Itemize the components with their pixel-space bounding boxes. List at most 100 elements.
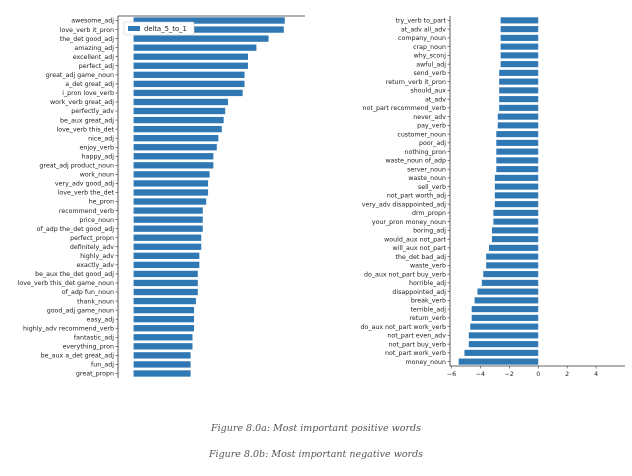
bar <box>133 107 226 115</box>
bar <box>500 34 539 41</box>
bar <box>133 44 257 51</box>
bar <box>468 332 539 339</box>
bar <box>133 361 191 368</box>
y-tick-label: never_adv <box>413 114 446 121</box>
bar <box>133 198 207 205</box>
bar <box>500 17 539 24</box>
y-tick-label: very_adv disappointed_adj <box>362 201 446 208</box>
y-tick-label: drm_propn <box>412 210 446 217</box>
bar <box>133 162 214 169</box>
y-tick-label: company_noun <box>398 35 446 42</box>
bar <box>481 279 539 286</box>
bar <box>499 96 539 103</box>
y-tick-label: your_pron money_noun <box>372 219 446 226</box>
bar <box>500 43 539 50</box>
y-tick-label: love_verb it_pron <box>60 27 114 34</box>
y-tick-label: not_part worth_adj <box>387 193 446 200</box>
y-tick-label: i_pron love_verb <box>62 90 114 97</box>
figure-caption-negative: Figure 8.0b: Most important negative wor… <box>208 449 424 460</box>
y-tick-label: at_adv all_adv <box>401 26 446 33</box>
bar <box>133 35 269 42</box>
positive-words-chart: awesome_adj love_verb it_pron the_det good… <box>18 15 305 378</box>
y-tick-label: nice_adj <box>88 135 114 142</box>
y-tick-label: waste_noun <box>408 175 446 182</box>
figure-caption-positive: Figure 8.0a: Most important positive wor… <box>211 423 421 434</box>
y-tick-label: work_noun <box>80 172 114 179</box>
bar <box>499 69 539 76</box>
bar <box>133 180 209 187</box>
y-tick-label: a_det great_adj <box>65 81 114 88</box>
bar <box>133 189 209 196</box>
x-tick-label: −6 <box>447 371 456 378</box>
legend-swatch <box>128 26 140 31</box>
bar <box>499 78 539 85</box>
y-tick-label: of_adp fun_noun <box>62 289 114 296</box>
bar <box>133 343 193 350</box>
y-tick-label: would_aux not_part <box>384 236 446 243</box>
bar <box>493 209 539 216</box>
y-tick-label: thank_noun <box>77 298 114 305</box>
bar <box>496 157 539 164</box>
y-tick-label: waste_noun of_adp <box>385 158 446 165</box>
y-tick-label: do_aux not_part work_verb <box>360 324 446 331</box>
legend-label: delta_5_to_1 <box>144 25 187 33</box>
y-tick-label: nothing_pron <box>405 149 446 156</box>
bar <box>483 271 539 278</box>
y-tick-label: everything_pron <box>63 344 114 351</box>
bar <box>133 252 200 259</box>
y-tick-label: exactly_adv <box>77 262 115 269</box>
bar <box>491 236 539 243</box>
y-tick-label: recommend_verb <box>59 208 114 215</box>
bar <box>496 166 539 173</box>
bar <box>500 52 539 59</box>
y-tick-label: return_verb <box>409 315 446 322</box>
y-tick-label: excellent_adj <box>73 54 115 61</box>
bar <box>499 104 539 111</box>
y-tick-label: at_adv <box>425 96 446 103</box>
bar <box>133 370 191 377</box>
y-tick-label: will_aux not_part <box>393 245 447 252</box>
bar <box>133 171 210 178</box>
y-tick-label: be_aux the_det good_adj <box>35 271 114 278</box>
bar <box>133 325 195 332</box>
bar <box>496 139 539 146</box>
y-tick-label: love_verb the_det <box>58 190 115 197</box>
y-tick-label: try_verb to_part <box>395 18 446 25</box>
y-tick-label: highly_adv recommend_verb <box>23 325 114 332</box>
bar <box>133 216 203 223</box>
bar <box>133 89 243 97</box>
bar <box>499 87 539 94</box>
bar <box>133 62 248 69</box>
y-tick-label: highly_adv <box>80 253 114 260</box>
bar <box>133 234 202 241</box>
bar <box>133 334 193 341</box>
y-tick-label: break_verb <box>411 298 446 305</box>
y-tick-label: perfect_propn <box>70 235 114 242</box>
bar <box>493 218 539 225</box>
bar <box>486 253 539 260</box>
bar <box>496 148 539 155</box>
y-tick-label: great_adj product_noun <box>39 163 114 170</box>
y-tick-label: money_noun <box>405 359 446 366</box>
bar <box>491 227 539 234</box>
y-tick-label: sell_verb <box>418 184 446 191</box>
bar <box>133 261 200 269</box>
bar <box>500 26 539 33</box>
y-tick-label: love_verb this_det <box>56 126 114 133</box>
y-tick-label: customer_noun <box>397 131 446 138</box>
bar <box>133 116 224 124</box>
bar <box>500 61 539 68</box>
y-tick-label: work_verb great_adj <box>50 99 114 106</box>
x-tick-label: 4 <box>594 371 598 378</box>
y-tick-label: fun_adj <box>91 362 114 369</box>
bar <box>133 26 284 33</box>
y-tick-label: amazing_adj <box>74 45 114 52</box>
bar <box>468 341 539 348</box>
y-tick-label: the_det good_adj <box>60 36 115 43</box>
x-tick-label: −4 <box>476 371 485 378</box>
legend: delta_5_to_1 <box>123 21 195 36</box>
bar <box>133 243 202 250</box>
bar <box>494 183 539 190</box>
bar <box>133 71 245 78</box>
y-tick-label: love_verb this_det game_noun <box>18 280 114 287</box>
